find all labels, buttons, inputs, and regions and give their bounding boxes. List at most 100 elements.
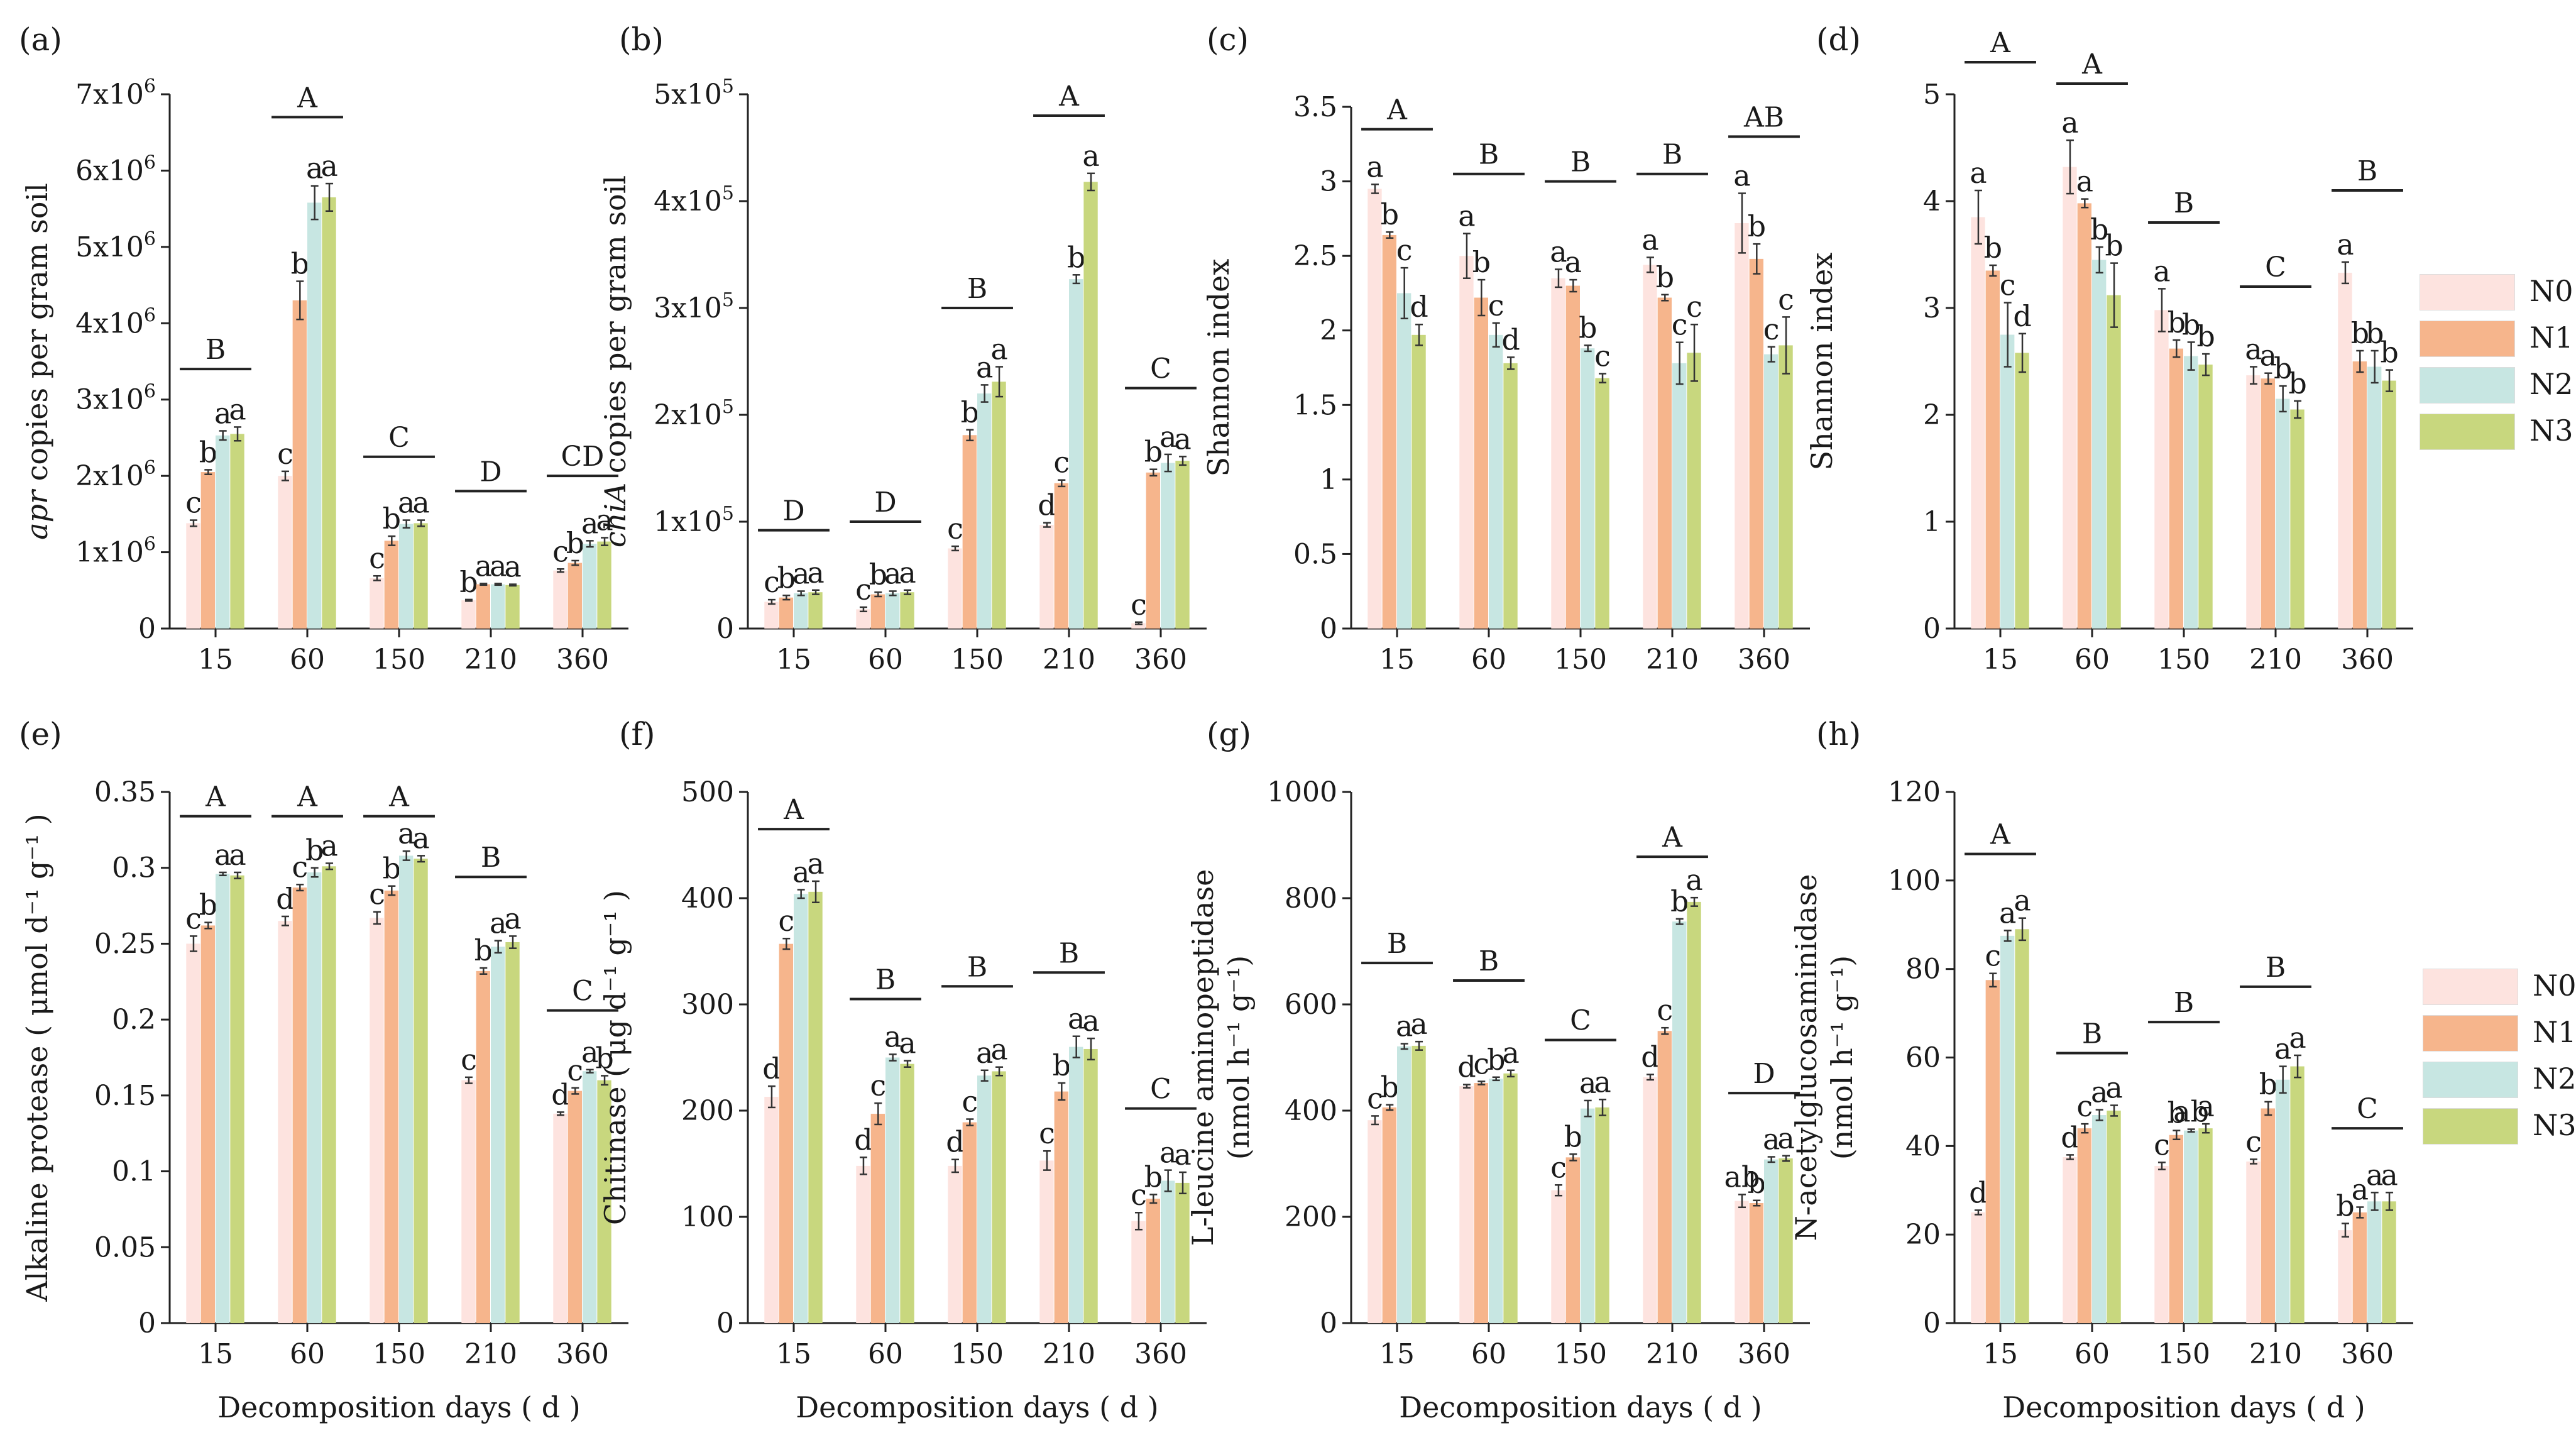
bar-n0 — [2154, 1166, 2169, 1323]
y-axis-label: L-leucine aminopeptidase — [1186, 869, 1220, 1246]
x-tick-label: 150 — [1554, 644, 1607, 676]
significance-letter: b — [2336, 1189, 2354, 1223]
bar-n0 — [856, 1165, 870, 1323]
group-letter: B — [1059, 937, 1079, 969]
bar-n0 — [1551, 278, 1565, 629]
significance-letter: c — [369, 541, 385, 575]
bar-n2 — [307, 202, 322, 629]
significance-letter: a — [2153, 254, 2170, 288]
significance-letter: c — [870, 1069, 886, 1102]
y-tick-label: 0 — [138, 1307, 156, 1339]
group-letter: A — [388, 781, 410, 813]
legend-bottom: N0 N1 N2 N3 — [2423, 965, 2576, 1172]
legend-item-n0: N0 — [2420, 270, 2576, 314]
bar-n1 — [1749, 1203, 1763, 1323]
bar-n0 — [2154, 310, 2169, 629]
significance-letter: b — [1053, 1048, 1071, 1082]
x-tick-label: 360 — [1738, 1338, 1790, 1370]
y-tick-label-base: 5x10 — [654, 79, 722, 111]
y-axis-label-text: Shannon index — [1805, 253, 1839, 471]
y-tick-label: 0.05 — [94, 1231, 156, 1263]
bar-n3 — [1779, 1158, 1793, 1323]
bar-n2 — [2000, 935, 2015, 1323]
bar-n1 — [1382, 1107, 1396, 1323]
bar-n0 — [1735, 1201, 1749, 1323]
significance-letter: a — [229, 392, 246, 426]
bar-n2 — [977, 1075, 992, 1323]
group-letter: C — [1150, 1074, 1171, 1106]
bar-n1 — [1657, 1031, 1672, 1323]
significance-letter: a — [398, 486, 415, 520]
significance-letter: b — [2365, 316, 2384, 350]
y-tick-label-base: 1x10 — [75, 537, 144, 569]
panel-label: (b) — [619, 21, 664, 58]
x-tick-label: 15 — [1983, 644, 2018, 676]
y-tick-label: 0.15 — [94, 1080, 156, 1112]
bar-n1 — [1565, 1157, 1580, 1323]
y-tick-label-exp: 5 — [722, 396, 734, 418]
significance-letter: b — [2168, 305, 2186, 339]
significance-letter: c — [2154, 1128, 2170, 1162]
bar-n3 — [2107, 295, 2121, 629]
y-tick-label: 2x105 — [654, 396, 734, 431]
significance-letter: a — [1550, 234, 1567, 268]
significance-letter: a — [1579, 1066, 1596, 1100]
group-letter: C — [388, 422, 410, 454]
y-tick-label-exp: 5 — [722, 75, 734, 97]
x-tick-label: 150 — [2157, 644, 2210, 676]
y-tick-label: 100 — [681, 1201, 734, 1233]
bar-n3 — [505, 942, 520, 1323]
significance-letter: a — [504, 901, 521, 935]
y-tick-label-base: 2x10 — [654, 399, 722, 431]
bar-n3 — [597, 1080, 611, 1323]
bar-n0 — [1367, 1120, 1382, 1323]
bar-n0 — [370, 578, 384, 629]
panel-4: (e) 0 0.05 0.1 0.15 0.2 0.25 0.3 0.35 15 60 150 210 3… — [19, 716, 628, 1424]
y-tick-label: 5x105 — [654, 75, 734, 111]
significance-letter: a — [1082, 139, 1099, 173]
y-tick-label: 1 — [1320, 464, 1337, 496]
bar-n3 — [1503, 363, 1518, 629]
bar-n1 — [1474, 1083, 1488, 1323]
significance-letter: a — [1396, 1009, 1413, 1043]
group-letter: B — [2357, 155, 2377, 187]
group-letter: A — [2081, 48, 2103, 80]
y-tick-label: 3x105 — [654, 289, 734, 324]
y-axis-label: N-acetylglucosaminidase — [1789, 874, 1823, 1241]
x-tick-label: 360 — [1738, 644, 1790, 676]
significance-letter: c — [1594, 339, 1611, 373]
bar-n0 — [2246, 1161, 2261, 1323]
significance-letter: b — [459, 565, 478, 599]
significance-letter: a — [807, 847, 824, 881]
bar-n3 — [1503, 1073, 1518, 1323]
y-axis-label: Alkaline protease ( μmol d⁻¹ g⁻¹ ) — [20, 813, 54, 1302]
bar-n3 — [1595, 1107, 1609, 1323]
legend-swatch-n3 — [2423, 1108, 2518, 1145]
group-letter: B — [2082, 1018, 2102, 1050]
significance-letter: b — [383, 502, 401, 536]
y-axis-label: Shannon index — [1805, 253, 1839, 471]
bar-n1 — [1146, 1199, 1160, 1323]
bar-n1 — [384, 890, 398, 1323]
bar-n2 — [977, 393, 992, 629]
group-letter: A — [1990, 27, 2011, 59]
x-tick-label: 15 — [198, 644, 233, 676]
significance-letter: b — [2259, 1067, 2277, 1101]
bar-n0 — [1367, 189, 1382, 629]
x-tick-label: 15 — [776, 1338, 811, 1370]
bar-n1 — [1657, 297, 1672, 629]
significance-letter: a — [1685, 863, 1702, 897]
significance-letter: b — [1564, 1119, 1582, 1153]
bar-n1 — [292, 300, 307, 629]
group-letter: D — [1753, 1058, 1775, 1090]
legend-swatch-n2 — [2420, 367, 2515, 404]
significance-letter: a — [2014, 884, 2031, 918]
significance-letter: a — [2352, 1173, 2369, 1207]
legend-swatch-n0 — [2423, 969, 2518, 1005]
y-tick-label: 1 — [1923, 506, 1941, 538]
y-tick-label: 500 — [681, 776, 734, 808]
group-letter: B — [2266, 952, 2286, 984]
significance-letter: d — [2061, 1120, 2079, 1154]
bar-n1 — [384, 541, 398, 629]
significance-letter: b — [2105, 229, 2123, 263]
